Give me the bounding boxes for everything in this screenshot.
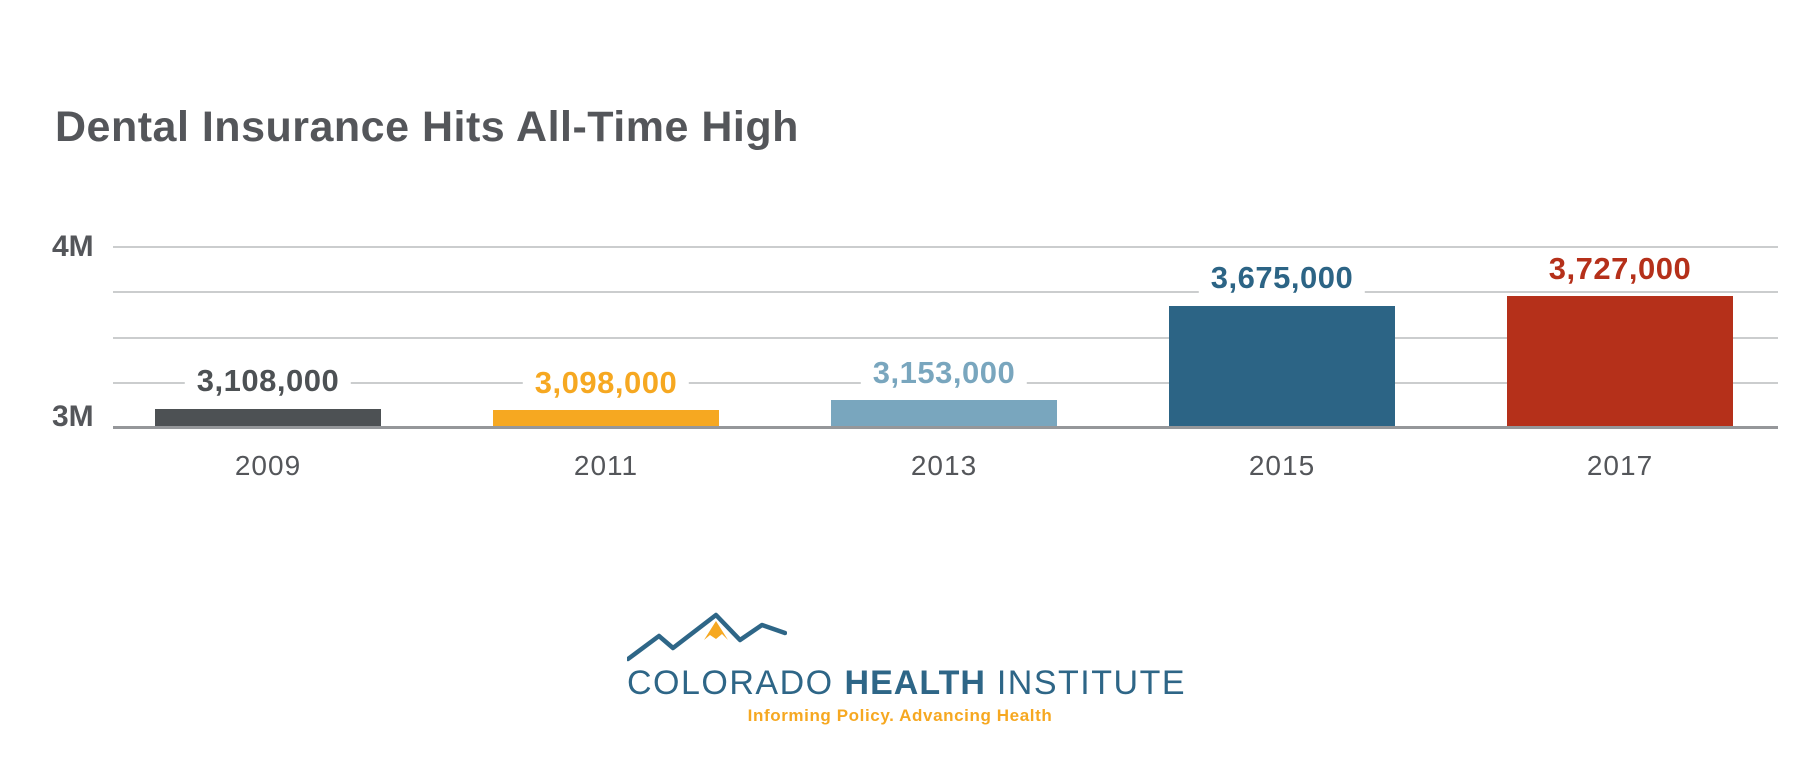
chart-title: Dental Insurance Hits All-Time High: [55, 103, 799, 151]
logo-word-institute: INSTITUTE: [996, 664, 1187, 702]
bar-value-label: 3,675,000: [1198, 260, 1366, 296]
x-axis-tick-label: 2011: [573, 450, 639, 481]
bar-2015: [1169, 305, 1395, 428]
mountain-outline: [627, 612, 787, 662]
bar-value-label: 3,153,000: [860, 354, 1028, 391]
bar-chart-plot-area: 3,108,000 2009 3,098,000 2011 3,153,000 2013 3…: [113, 246, 1778, 481]
logo-wordmark: COLORADO HEALTH INSTITUTE: [627, 664, 1185, 703]
colorado-health-institute-logo: COLORADO HEALTH INSTITUTE Informing Poli…: [627, 610, 1185, 735]
bar-2011: [493, 410, 719, 428]
mountain-icon: [627, 612, 787, 662]
logo-tagline: Informing Policy. Advancing Health: [747, 706, 1053, 725]
bar-value-label: 3,108,000: [184, 362, 352, 399]
bar-2013: [831, 400, 1057, 428]
gridline: [113, 291, 1778, 294]
x-axis-tick-label: 2017: [1586, 450, 1654, 481]
gridline: [113, 246, 1778, 248]
bar-value-label: 3,098,000: [522, 364, 690, 401]
logo-word-health: HEALTH: [844, 664, 986, 702]
logo-word-colorado: COLORADO: [627, 664, 834, 702]
gridline: [113, 336, 1778, 339]
mountain-gold-peak: [704, 621, 728, 640]
bar-2009: [155, 408, 381, 428]
x-axis-baseline: [113, 426, 1778, 429]
x-axis-tick-label: 2013: [910, 450, 978, 481]
y-axis-tick-3m: 3M: [52, 400, 94, 433]
bar-2017: [1507, 296, 1733, 428]
bar-value-label: 3,727,000: [1536, 250, 1704, 287]
x-axis-tick-label: 2015: [1248, 450, 1316, 481]
y-axis-tick-4m: 4M: [52, 230, 94, 263]
x-axis-tick-label: 2009: [234, 450, 302, 481]
